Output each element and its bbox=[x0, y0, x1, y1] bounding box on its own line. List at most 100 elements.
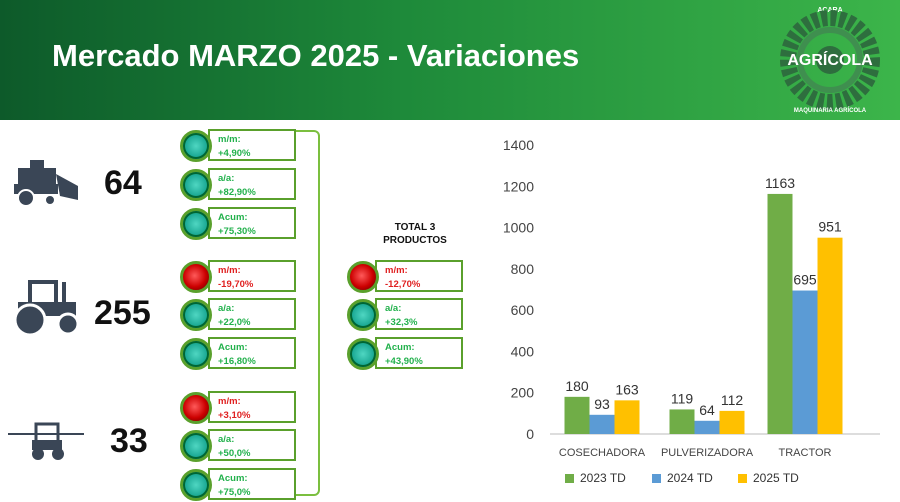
indicator-label: Acum: bbox=[385, 342, 415, 353]
indicator-value: +16,80% bbox=[218, 356, 256, 367]
x-tick-label: TRACTOR bbox=[779, 447, 832, 459]
green-light-icon bbox=[180, 299, 212, 331]
indicator-box: a/a: +32,3% bbox=[375, 298, 463, 330]
green-light-icon bbox=[180, 130, 212, 162]
y-tick-label: 800 bbox=[511, 261, 535, 277]
bar bbox=[589, 414, 615, 434]
indicator-value: +32,3% bbox=[385, 317, 418, 328]
indicator-box: a/a: +82,90% bbox=[208, 168, 296, 200]
y-tick-label: 400 bbox=[511, 343, 535, 359]
total-title: TOTAL 3 PRODUCTOS bbox=[370, 221, 460, 247]
bar bbox=[767, 193, 793, 434]
legend-2025: 2025 TD bbox=[738, 471, 799, 485]
data-label: 163 bbox=[615, 381, 639, 397]
legend-2023: 2023 TD bbox=[565, 471, 626, 485]
svg-text:ACARA: ACARA bbox=[817, 7, 842, 14]
green-light-icon bbox=[180, 208, 212, 240]
bar bbox=[669, 409, 695, 434]
red-light-icon bbox=[347, 261, 379, 293]
indicator-value: +75,30% bbox=[218, 226, 256, 237]
indicator-value: +43,90% bbox=[385, 356, 423, 367]
data-label: 64 bbox=[699, 402, 715, 418]
green-light-icon bbox=[180, 338, 212, 370]
svg-text:MAQUINARIA AGRÍCOLA: MAQUINARIA AGRÍCOLA bbox=[794, 106, 867, 114]
total-title-line1: TOTAL 3 bbox=[394, 222, 436, 233]
y-tick-label: 600 bbox=[511, 302, 535, 318]
legend-swatch bbox=[738, 473, 747, 483]
y-tick-label: 200 bbox=[511, 385, 535, 401]
bar bbox=[564, 396, 590, 434]
indicator-box: m/m: -19,70% bbox=[208, 260, 296, 292]
total-title-line2: PRODUCTOS bbox=[383, 235, 447, 246]
indicator-box: Acum: +43,90% bbox=[375, 337, 463, 369]
indicator-label: a/a: bbox=[385, 303, 402, 314]
bar bbox=[792, 290, 818, 434]
cosechadora-count: 64 bbox=[104, 164, 142, 202]
x-tick-label: PULVERIZADORA bbox=[661, 447, 754, 459]
indicator-value: +82,90% bbox=[218, 187, 256, 198]
green-light-icon bbox=[180, 169, 212, 201]
acara-agricola-logo: ACARA AGRÍCOLA MAQUINARIA AGRÍCOLA bbox=[770, 2, 890, 118]
bar bbox=[817, 237, 843, 434]
sprayer-icon bbox=[6, 412, 86, 472]
bar bbox=[694, 420, 720, 434]
indicator-value: -12,70% bbox=[385, 279, 421, 290]
tractor-icon bbox=[8, 278, 88, 338]
bar bbox=[719, 410, 745, 434]
indicator-value: +50,0% bbox=[218, 448, 251, 459]
page-title: Mercado MARZO 2025 - Variaciones bbox=[52, 38, 580, 73]
green-light-icon bbox=[347, 299, 379, 331]
header-banner: Mercado MARZO 2025 - Variaciones ACARA A… bbox=[0, 0, 900, 120]
data-label: 112 bbox=[721, 392, 744, 408]
indicator-value: +3,10% bbox=[218, 410, 251, 421]
legend-label: 2024 TD bbox=[667, 471, 713, 485]
indicator-box: m/m: +4,90% bbox=[208, 129, 296, 161]
x-tick-label: COSECHADORA bbox=[559, 447, 646, 459]
indicator-label: Acum: bbox=[218, 342, 248, 353]
red-light-icon bbox=[180, 261, 212, 293]
indicator-value: +75,0% bbox=[218, 487, 251, 498]
indicator-box: Acum: +75,0% bbox=[208, 468, 296, 500]
y-tick-label: 0 bbox=[526, 426, 534, 442]
green-light-icon bbox=[180, 430, 212, 462]
legend-swatch bbox=[565, 473, 574, 483]
legend-label: 2023 TD bbox=[580, 471, 626, 485]
pulverizadora-count: 33 bbox=[110, 422, 148, 460]
svg-text:AGRÍCOLA: AGRÍCOLA bbox=[787, 50, 873, 69]
indicator-box: Acum: +75,30% bbox=[208, 207, 296, 239]
data-label: 119 bbox=[671, 390, 694, 406]
indicator-label: m/m: bbox=[385, 265, 408, 276]
data-label: 1163 bbox=[765, 175, 795, 191]
indicator-label: Acum: bbox=[218, 473, 248, 484]
indicator-label: a/a: bbox=[218, 173, 235, 184]
group-bracket bbox=[296, 130, 320, 496]
tractor-count: 255 bbox=[94, 294, 151, 332]
indicator-box: a/a: +50,0% bbox=[208, 429, 296, 461]
data-label: 695 bbox=[793, 272, 817, 288]
indicator-label: m/m: bbox=[218, 265, 241, 276]
bar-chart: 0 200 400 600 800 1000 1200 1400 COSECHADORA 180 9… bbox=[503, 137, 880, 459]
legend-2024: 2024 TD bbox=[652, 471, 713, 485]
indicator-label: a/a: bbox=[218, 303, 235, 314]
indicator-value: -19,70% bbox=[218, 279, 254, 290]
y-tick-label: 1200 bbox=[503, 178, 534, 194]
indicator-label: m/m: bbox=[218, 396, 241, 407]
indicator-value: +4,90% bbox=[218, 148, 251, 159]
green-light-icon bbox=[180, 469, 212, 501]
indicator-box: m/m: +3,10% bbox=[208, 391, 296, 423]
combine-harvester-icon bbox=[8, 156, 88, 216]
indicator-label: Acum: bbox=[218, 212, 248, 223]
indicator-box: a/a: +22,0% bbox=[208, 298, 296, 330]
indicator-box: m/m: -12,70% bbox=[375, 260, 463, 292]
legend-swatch bbox=[652, 473, 661, 483]
red-light-icon bbox=[180, 392, 212, 424]
data-label: 93 bbox=[594, 396, 610, 412]
indicator-box: Acum: +16,80% bbox=[208, 337, 296, 369]
y-tick-label: 1400 bbox=[503, 137, 534, 153]
y-tick-label: 1000 bbox=[503, 220, 534, 236]
green-light-icon bbox=[347, 338, 379, 370]
indicator-label: m/m: bbox=[218, 134, 241, 145]
indicator-label: a/a: bbox=[218, 434, 235, 445]
data-label: 180 bbox=[565, 378, 589, 394]
indicator-value: +22,0% bbox=[218, 317, 251, 328]
